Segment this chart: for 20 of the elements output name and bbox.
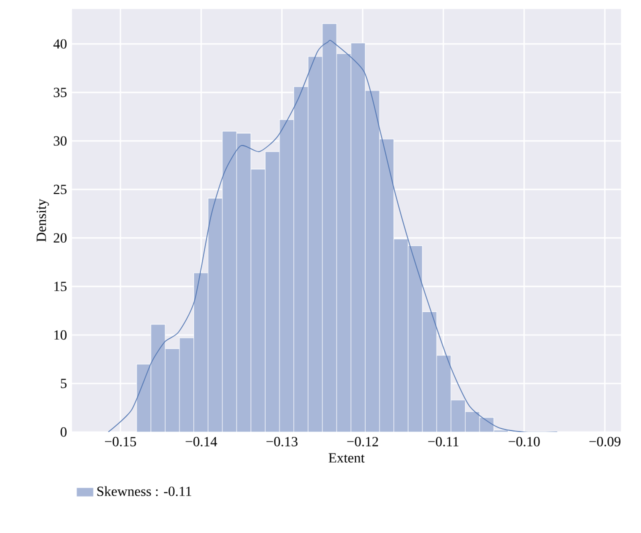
x-tick-label: −0.13 bbox=[266, 436, 298, 446]
x-tick-label: −0.15 bbox=[104, 436, 136, 446]
x-tick-label: −0.12 bbox=[347, 436, 378, 446]
x-axis-title: Extent bbox=[328, 453, 365, 463]
y-tick-label: 20 bbox=[54, 233, 67, 243]
y-tick-label: 10 bbox=[54, 330, 67, 340]
y-tick-label: 25 bbox=[54, 184, 67, 194]
x-tick-label: −0.10 bbox=[508, 436, 540, 446]
y-tick-label: 30 bbox=[54, 136, 67, 146]
y-tick-label: 35 bbox=[54, 88, 67, 98]
legend-label: Skewness : -0.11 bbox=[97, 486, 192, 496]
y-tick-label: 0 bbox=[60, 427, 67, 437]
x-tick-label: −0.09 bbox=[589, 436, 620, 446]
x-tick-label: −0.14 bbox=[186, 436, 218, 446]
y-tick-label: 5 bbox=[60, 378, 67, 388]
x-tick-label: −0.11 bbox=[428, 436, 458, 446]
y-tick-label: 40 bbox=[53, 39, 67, 49]
line-series bbox=[108, 40, 558, 432]
y-axis-title: Density bbox=[36, 198, 49, 242]
y-tick-label: 15 bbox=[54, 282, 67, 292]
